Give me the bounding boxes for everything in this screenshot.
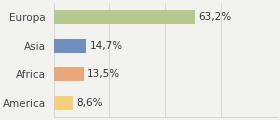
- Text: 8,6%: 8,6%: [76, 98, 103, 108]
- Text: 63,2%: 63,2%: [198, 12, 231, 22]
- Text: 14,7%: 14,7%: [90, 41, 123, 51]
- Bar: [53, 39, 87, 53]
- Bar: [53, 96, 73, 110]
- Bar: [53, 67, 84, 81]
- Text: 13,5%: 13,5%: [87, 69, 120, 79]
- Bar: [53, 10, 195, 24]
